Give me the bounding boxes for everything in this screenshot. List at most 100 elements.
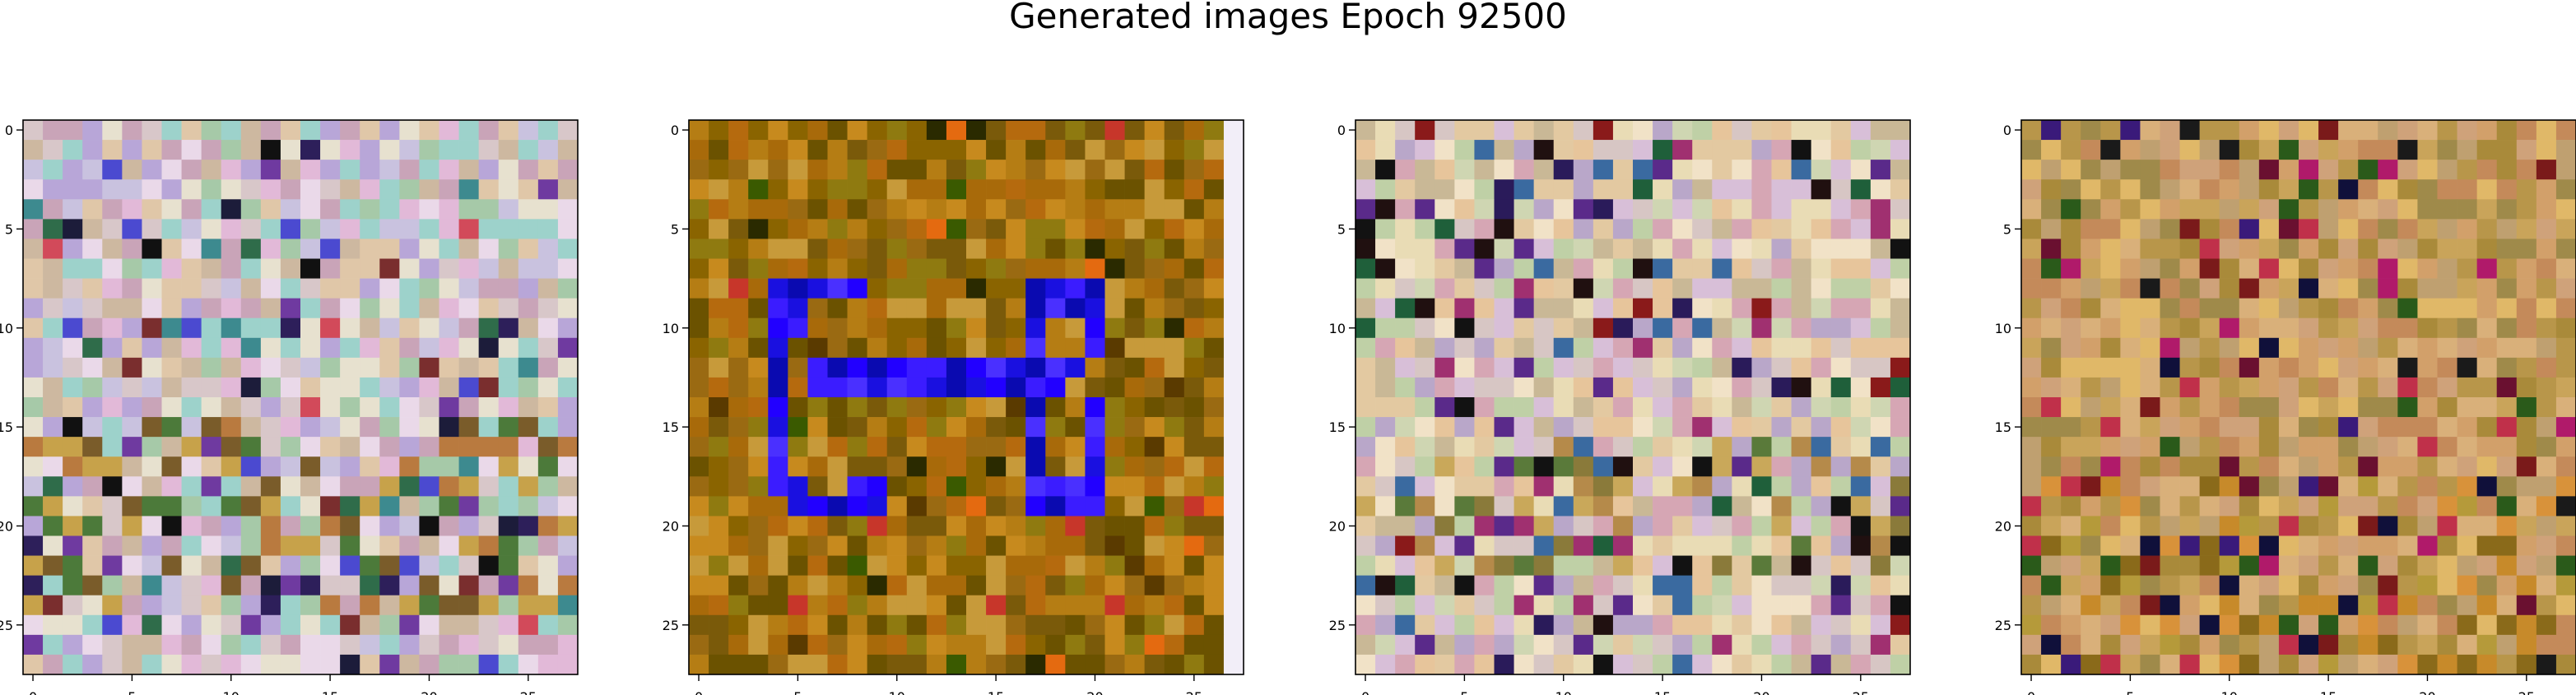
pixel-cell — [1712, 278, 1732, 299]
pixel-cell — [1104, 476, 1125, 497]
pixel-cell — [2338, 258, 2359, 279]
pixel-cell — [2338, 179, 2359, 200]
pixel-cell — [1085, 634, 1105, 656]
pixel-cell — [340, 377, 360, 398]
pixel-cell — [1223, 357, 1244, 378]
pixel-cell — [2417, 258, 2438, 279]
pixel-cell — [1514, 476, 1534, 497]
pixel-cell — [2258, 337, 2280, 359]
pixel-cell — [1203, 575, 1225, 596]
pixel-cell — [2021, 160, 2042, 180]
pixel-cell — [827, 417, 848, 438]
pixel-cell — [1395, 337, 1416, 359]
pixel-cell — [689, 258, 709, 279]
pixel-cell — [748, 239, 769, 259]
pixel-cell — [728, 298, 749, 319]
pixel-cell — [2140, 239, 2160, 259]
pixel-cell — [1653, 476, 1673, 497]
pixel-cell — [478, 219, 500, 239]
pixel-cell — [1104, 258, 1125, 279]
pixel-cell — [1223, 476, 1244, 497]
pixel-cell — [2299, 437, 2319, 457]
pixel-cell — [2160, 298, 2180, 319]
pixel-cell — [142, 317, 162, 339]
pixel-cell — [1375, 317, 1396, 339]
pixel-cell — [2258, 140, 2280, 160]
pixel-cell — [2179, 179, 2200, 200]
pixel-cell — [768, 555, 788, 576]
pixel-cell — [2437, 317, 2457, 339]
pixel-cell — [748, 456, 769, 477]
pixel-cell — [748, 160, 769, 180]
pixel-cell — [300, 179, 321, 200]
axes-frame — [2020, 119, 2576, 675]
pixel-cell — [1612, 397, 1634, 418]
pixel-cell — [986, 555, 1007, 576]
pixel-cell — [2100, 476, 2121, 497]
pixel-cell — [1494, 120, 1514, 141]
pixel-cell — [1434, 456, 1455, 477]
pixel-cell — [1454, 120, 1475, 141]
pixel-cell — [181, 654, 202, 675]
pixel-cell — [439, 258, 459, 279]
pixel-cell — [458, 456, 479, 477]
pixel-cell — [768, 219, 788, 239]
pixel-cell — [2239, 417, 2260, 438]
pixel-cell — [986, 337, 1007, 359]
pixel-cell — [320, 357, 341, 378]
pixel-cell — [1712, 179, 1732, 200]
pixel-cell — [2219, 337, 2240, 359]
pixel-cell — [926, 595, 947, 616]
pixel-cell — [2457, 199, 2477, 220]
pixel-cell — [2120, 496, 2141, 517]
pixel-cell — [1355, 258, 1376, 279]
pixel-cell — [2417, 437, 2438, 457]
pixel-cell — [1653, 337, 1673, 359]
pixel-cell — [709, 219, 729, 239]
pixel-cell — [2278, 160, 2299, 180]
pixel-cell — [360, 140, 380, 160]
pixel-cell — [2496, 595, 2518, 616]
pixel-cell — [280, 595, 301, 616]
pixel-cell — [1553, 496, 1574, 517]
pixel-cell — [709, 575, 729, 596]
pixel-cell — [1533, 654, 1555, 675]
pixel-cell — [240, 595, 262, 616]
pixel-cell — [1890, 317, 1911, 339]
pixel-cell — [2437, 337, 2457, 359]
pixel-cell — [906, 555, 928, 576]
pixel-cell — [82, 417, 103, 438]
pixel-cell — [807, 298, 828, 319]
pixel-cell — [1454, 179, 1475, 200]
pixel-cell — [1653, 575, 1673, 596]
pixel-cell — [1514, 278, 1534, 299]
pixel-cell — [1415, 179, 1435, 200]
pixel-cell — [102, 317, 123, 339]
pixel-cell — [498, 160, 519, 180]
pixel-cell — [2081, 456, 2101, 477]
pixel-cell — [2299, 298, 2319, 319]
pixel-cell — [966, 120, 987, 141]
pixel-cell — [2555, 298, 2576, 319]
pixel-cell — [340, 239, 360, 259]
pixel-cell — [1065, 140, 1086, 160]
pixel-cell — [2219, 654, 2240, 675]
pixel-cell — [419, 476, 439, 497]
pixel-cell — [518, 377, 539, 398]
pixel-cell — [1514, 614, 1534, 636]
pixel-cell — [768, 516, 788, 536]
pixel-cell — [419, 516, 439, 536]
pixel-cell — [399, 575, 420, 596]
pixel-cell — [439, 357, 459, 378]
pixel-cell — [518, 199, 539, 220]
pixel-cell — [2081, 634, 2101, 656]
pixel-cell — [768, 140, 788, 160]
pixel-cell — [1593, 219, 1614, 239]
pixel-cell — [458, 535, 479, 556]
pixel-cell — [1104, 377, 1125, 398]
pixel-cell — [2299, 219, 2319, 239]
pixel-cell — [2120, 575, 2141, 596]
pixel-cell — [1751, 496, 1772, 517]
pixel-cell — [2358, 278, 2378, 299]
pixel-cell — [458, 516, 479, 536]
